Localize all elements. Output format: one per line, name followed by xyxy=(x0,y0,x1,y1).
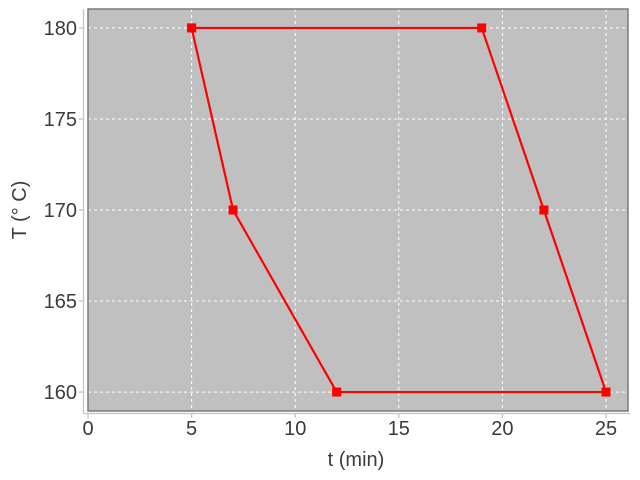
x-axis-title: t (min) xyxy=(328,449,385,471)
y-tick-label: 160 xyxy=(44,382,77,404)
y-tick-label: 170 xyxy=(44,200,77,222)
x-tick-label: 10 xyxy=(284,418,306,440)
y-tick-label: 165 xyxy=(44,291,77,313)
y-tick-label: 175 xyxy=(44,109,77,131)
data-point-marker xyxy=(477,23,487,33)
data-point-marker xyxy=(539,205,549,215)
data-point-marker xyxy=(187,23,197,33)
x-tick-label: 0 xyxy=(82,418,93,440)
plot-border xyxy=(87,8,629,412)
y-tick-label: 180 xyxy=(44,18,77,40)
data-point-marker xyxy=(332,387,342,397)
data-point-marker xyxy=(228,205,238,215)
data-point-marker xyxy=(601,387,611,397)
x-tick-label: 25 xyxy=(595,418,617,440)
y-axis-title: T (° C) xyxy=(9,181,31,240)
x-tick-label: 15 xyxy=(388,418,410,440)
x-tick-label: 5 xyxy=(186,418,197,440)
chart-generated-layer: 0 5 10 15 20 25 160 165 170 175 180 xyxy=(44,8,630,440)
x-tick-label: 20 xyxy=(491,418,513,440)
